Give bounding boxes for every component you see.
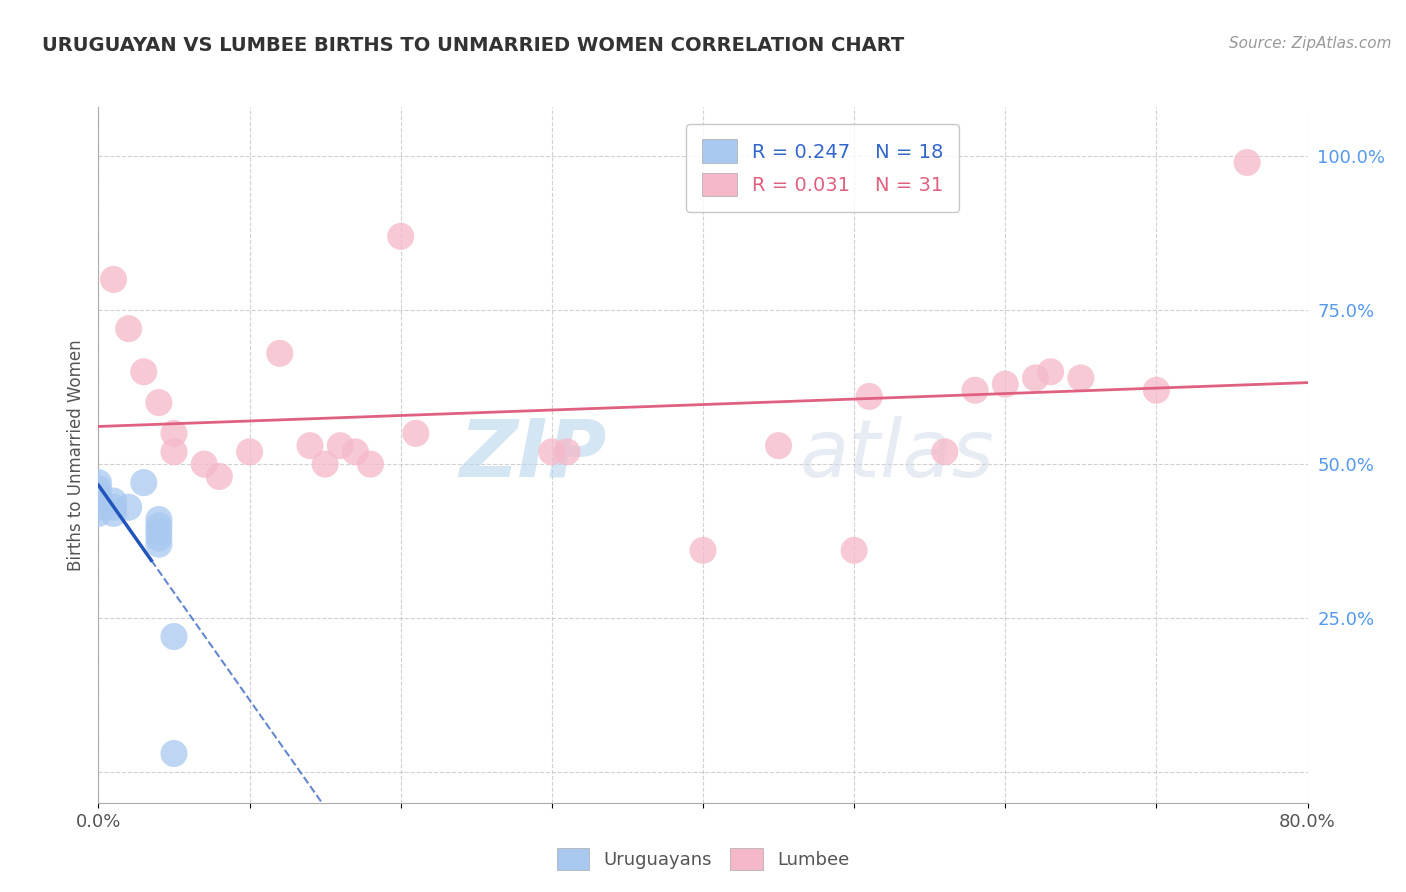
Point xyxy=(87,482,110,496)
Point xyxy=(103,507,125,521)
Point xyxy=(148,512,170,526)
Point xyxy=(299,439,322,453)
Point xyxy=(132,365,155,379)
Point xyxy=(148,531,170,545)
Point xyxy=(163,630,186,644)
Point xyxy=(1070,371,1092,385)
Point xyxy=(103,500,125,515)
Point xyxy=(163,445,186,459)
Point xyxy=(87,500,110,515)
Point xyxy=(103,272,125,286)
Point xyxy=(239,445,262,459)
Point xyxy=(87,507,110,521)
Point xyxy=(118,500,141,515)
Point xyxy=(118,321,141,335)
Point xyxy=(163,747,186,761)
Point xyxy=(389,229,412,244)
Text: Source: ZipAtlas.com: Source: ZipAtlas.com xyxy=(1229,36,1392,51)
Point xyxy=(994,377,1017,392)
Point xyxy=(148,395,170,409)
Point xyxy=(692,543,714,558)
Point xyxy=(1024,371,1046,385)
Point xyxy=(1144,384,1167,398)
Point xyxy=(344,445,367,459)
Point xyxy=(360,457,382,471)
Point xyxy=(1236,155,1258,169)
Point xyxy=(934,445,956,459)
Point xyxy=(1039,365,1062,379)
Point xyxy=(965,384,987,398)
Point xyxy=(87,494,110,508)
Text: atlas: atlas xyxy=(800,416,994,494)
Point xyxy=(148,537,170,551)
Point xyxy=(148,518,170,533)
Legend: Uruguayans, Lumbee: Uruguayans, Lumbee xyxy=(550,841,856,877)
Point xyxy=(405,426,427,441)
Point xyxy=(314,457,336,471)
Y-axis label: Births to Unmarried Women: Births to Unmarried Women xyxy=(66,339,84,571)
Point xyxy=(163,426,186,441)
Point xyxy=(329,439,352,453)
Point xyxy=(269,346,291,360)
Point xyxy=(103,494,125,508)
Point xyxy=(208,469,231,483)
Point xyxy=(555,445,578,459)
Point xyxy=(858,389,880,403)
Point xyxy=(540,445,562,459)
Text: ZIP: ZIP xyxy=(458,416,606,494)
Point xyxy=(87,475,110,490)
Text: URUGUAYAN VS LUMBEE BIRTHS TO UNMARRIED WOMEN CORRELATION CHART: URUGUAYAN VS LUMBEE BIRTHS TO UNMARRIED … xyxy=(42,36,904,54)
Point xyxy=(193,457,215,471)
Point xyxy=(132,475,155,490)
Point xyxy=(768,439,790,453)
Point xyxy=(87,488,110,502)
Point xyxy=(148,524,170,539)
Point xyxy=(844,543,866,558)
